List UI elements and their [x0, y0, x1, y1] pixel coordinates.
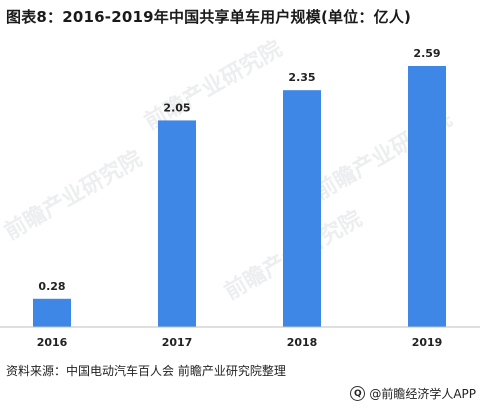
data-label-2019: 2.59: [413, 47, 440, 60]
data-label-2018: 2.35: [288, 71, 315, 84]
bar-2019: [408, 66, 446, 327]
bar-2017: [158, 120, 196, 327]
watermark-text: 前瞻产业研究院: [0, 146, 146, 246]
x-tick-2018: 2018: [287, 336, 318, 349]
footer-brand: Q @前瞻经济学人APP: [350, 385, 476, 402]
chart-title: 图表8：2016-2019年中国共享单车用户规模(单位：亿人): [6, 8, 412, 26]
x-tick-2016: 2016: [37, 336, 68, 349]
x-tick-2019: 2019: [412, 336, 443, 349]
brand-logo-icon: Q: [350, 386, 366, 401]
bar-2018: [283, 90, 321, 327]
bar-group: 0.28 2016 2.05 2017 2.35 2018 2.59 2019: [33, 47, 446, 349]
bar-2016: [33, 298, 71, 327]
watermark-layer: 前瞻产业研究院前瞻产业研究院前瞻产业研究院前瞻产业研究院: [0, 36, 456, 306]
source-note: 资料来源：中国电动汽车百人会 前瞻产业研究院整理: [6, 364, 286, 378]
data-label-2017: 2.05: [163, 101, 190, 114]
x-tick-2017: 2017: [162, 336, 193, 349]
brand-label: @前瞻经济学人APP: [369, 387, 476, 401]
watermark-text: 前瞻产业研究院: [140, 36, 286, 136]
data-label-2016: 0.28: [38, 280, 65, 293]
